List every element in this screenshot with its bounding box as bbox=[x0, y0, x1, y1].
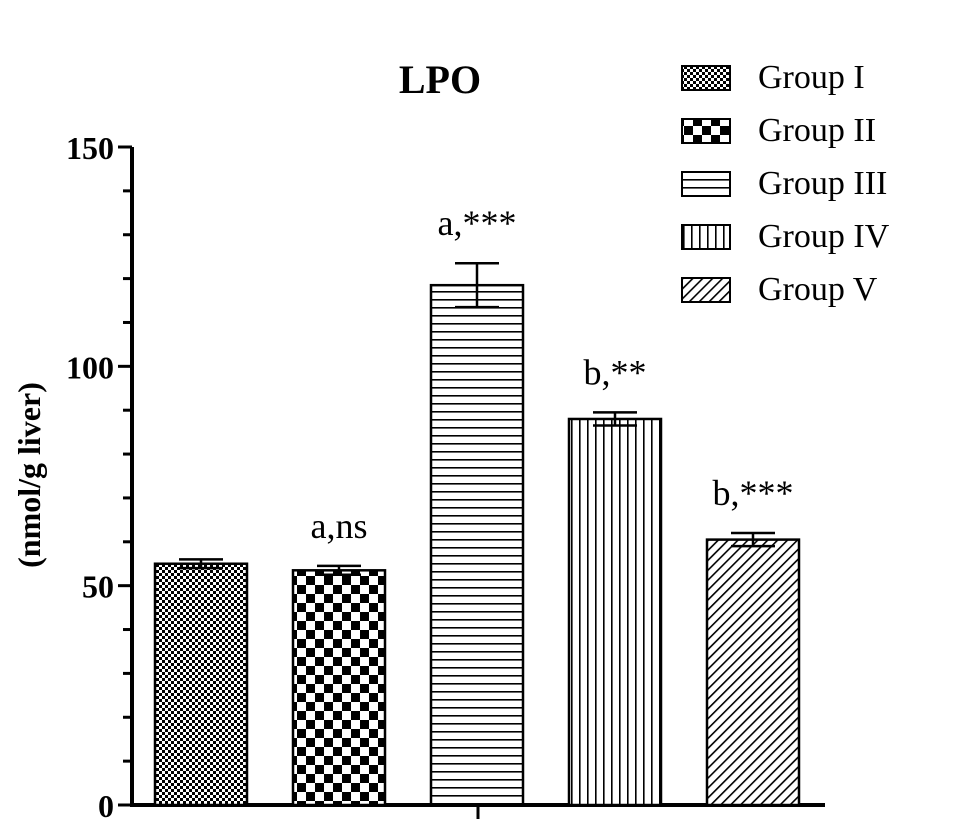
legend-swatch-2 bbox=[681, 118, 731, 144]
legend-label-2: Group II bbox=[758, 112, 876, 149]
legend-swatch-3 bbox=[681, 171, 731, 197]
chart-title: LPO bbox=[399, 57, 481, 102]
y-tick-label: 50 bbox=[82, 569, 114, 605]
legend-swatch-4 bbox=[681, 224, 731, 250]
legend-label-3: Group III bbox=[758, 165, 887, 202]
significance-label-5: b,*** bbox=[713, 473, 794, 513]
y-tick-label: 0 bbox=[98, 788, 114, 824]
legend-label-5: Group V bbox=[758, 271, 878, 308]
legend: Group I Group II Group III Group IV Group V bbox=[681, 59, 890, 308]
bar-1 bbox=[153, 562, 249, 807]
bar-2 bbox=[291, 569, 387, 807]
significance-label-4: b,** bbox=[584, 352, 647, 392]
bar-4 bbox=[567, 417, 663, 807]
y-tick-label: 100 bbox=[66, 349, 114, 385]
significance-label-2: a,ns bbox=[311, 506, 368, 546]
bars: a,ns a,*** b,** b,*** bbox=[153, 203, 801, 807]
legend-label-4: Group IV bbox=[758, 218, 890, 255]
legend-swatch-1 bbox=[681, 65, 731, 91]
y-axis-label: (nmol/g liver) bbox=[11, 382, 47, 568]
significance-label-3: a,*** bbox=[438, 203, 517, 243]
bar-5 bbox=[705, 538, 801, 807]
bar-3 bbox=[429, 283, 525, 807]
y-tick-label: 150 bbox=[66, 130, 114, 166]
legend-label-1: Group I bbox=[758, 59, 865, 96]
legend-swatch-5 bbox=[681, 277, 731, 303]
